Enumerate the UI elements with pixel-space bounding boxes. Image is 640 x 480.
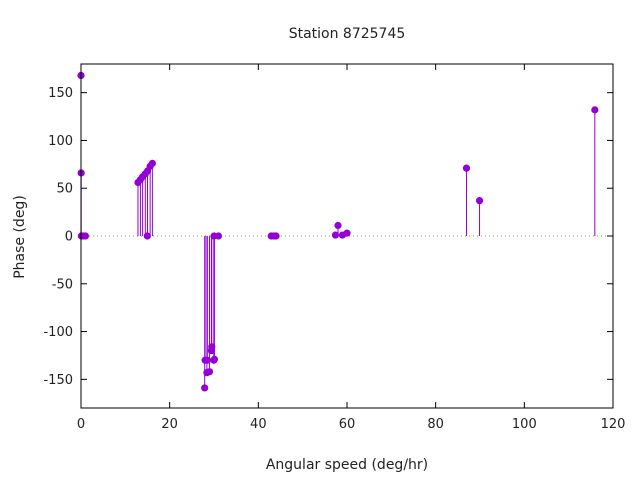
data-point — [201, 384, 209, 392]
chart-title: Station 8725745 — [289, 26, 406, 42]
x-tick-label: 20 — [161, 417, 178, 432]
y-tick-label: 150 — [48, 86, 73, 101]
data-point — [148, 159, 156, 167]
data-point — [343, 229, 351, 237]
x-tick-label: 100 — [512, 417, 537, 432]
y-tick-label: 100 — [48, 134, 73, 149]
x-tick-label: 80 — [427, 417, 444, 432]
x-tick-label: 0 — [77, 417, 85, 432]
data-point — [81, 232, 90, 240]
y-tick-label: -150 — [43, 373, 73, 388]
data-point — [214, 232, 223, 240]
data-point — [272, 232, 280, 240]
x-axis-label: Angular speed (deg/hr) — [266, 457, 428, 473]
y-tick-label: -50 — [52, 277, 73, 292]
y-tick-label: -100 — [43, 325, 73, 340]
y-tick-label: 0 — [65, 230, 73, 245]
plot-area-frame — [80, 63, 614, 409]
data-point — [475, 197, 484, 205]
data-point — [331, 231, 340, 239]
data-point — [205, 368, 214, 376]
x-tick-label: 40 — [250, 417, 267, 432]
data-point — [591, 106, 599, 114]
x-tick-label: 60 — [339, 417, 356, 432]
data-point — [210, 355, 219, 363]
y-tick-label: 50 — [56, 182, 73, 197]
data-point — [462, 164, 471, 172]
x-tick-label: 120 — [601, 417, 626, 432]
data-point — [334, 221, 342, 230]
y-axis-label: Phase (deg) — [12, 195, 28, 279]
